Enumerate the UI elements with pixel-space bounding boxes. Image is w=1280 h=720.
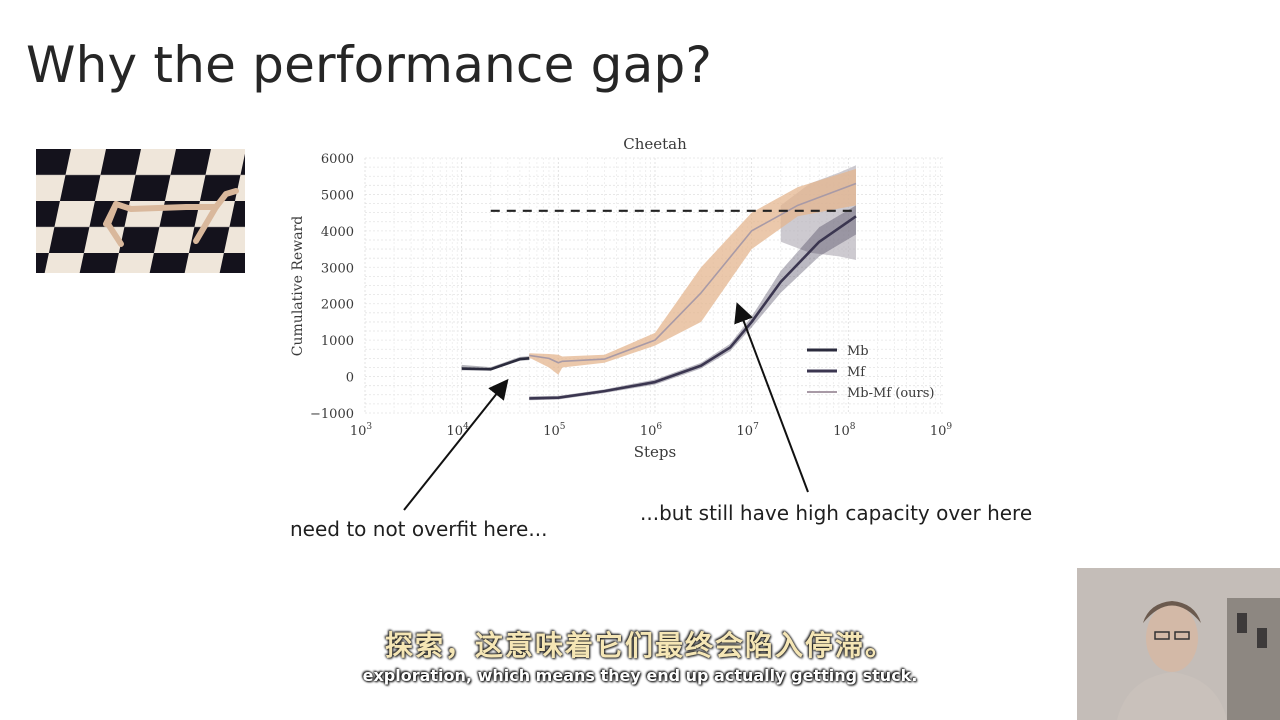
x-tick-label: 108 xyxy=(833,422,856,439)
chart-bands xyxy=(461,165,856,401)
annotation-right: ...but still have high capacity over her… xyxy=(640,501,1033,525)
x-tick-label: 107 xyxy=(737,422,760,439)
cheetah-chart: Cheetah 6000 5000 4000 3000 2000 1000 0 −1000 1… xyxy=(280,128,970,468)
subtitle-chinese: 探索，这意味着它们最终会陷入停滞。 xyxy=(384,629,895,662)
slide-title: Why the performance gap? xyxy=(26,36,713,94)
y-tick-label: 2000 xyxy=(321,298,354,313)
series-band-2 xyxy=(529,168,856,375)
series-line-1 xyxy=(529,215,857,400)
x-axis-label: Steps xyxy=(634,443,676,461)
presenter-webcam xyxy=(1077,568,1280,720)
chart-svg: Cheetah 6000 5000 4000 3000 2000 1000 0 −1000 1… xyxy=(290,135,953,461)
y-tick-label: 3000 xyxy=(321,261,354,276)
chart-title: Cheetah xyxy=(623,135,687,153)
y-tick-label: 0 xyxy=(346,371,354,386)
legend-label: Mb-Mf (ours) xyxy=(847,386,935,401)
series-line-0 xyxy=(461,357,530,371)
x-tick-label: 104 xyxy=(447,422,470,439)
x-tick-labels: 103 104 105 106 107 108 109 xyxy=(350,422,953,439)
series-band-1 xyxy=(529,205,856,401)
y-tick-label: 6000 xyxy=(321,152,354,167)
series-line-2 xyxy=(529,182,857,364)
legend-label: Mf xyxy=(847,365,866,380)
x-tick-label: 105 xyxy=(543,422,566,439)
y-tick-label: 4000 xyxy=(321,225,354,240)
y-tick-labels: 6000 5000 4000 3000 2000 1000 0 −1000 xyxy=(310,152,354,422)
y-tick-label: 1000 xyxy=(321,334,354,349)
y-tick-label: −1000 xyxy=(310,407,354,422)
chart-legend: Mb Mf Mb-Mf (ours) xyxy=(807,344,935,401)
x-tick-label: 106 xyxy=(640,422,663,439)
subtitle-english: exploration, which means they end up act… xyxy=(362,666,918,685)
cheetah-simulation-image xyxy=(36,149,245,273)
y-tick-label: 5000 xyxy=(321,188,354,203)
chart-lines xyxy=(461,182,857,400)
y-axis-label: Cumulative Reward xyxy=(290,216,306,356)
x-tick-label: 109 xyxy=(930,422,953,439)
x-tick-label: 103 xyxy=(350,422,373,439)
annotation-left: need to not overfit here... xyxy=(290,517,548,541)
series-band-0 xyxy=(461,356,530,371)
legend-label: Mb xyxy=(847,344,869,359)
